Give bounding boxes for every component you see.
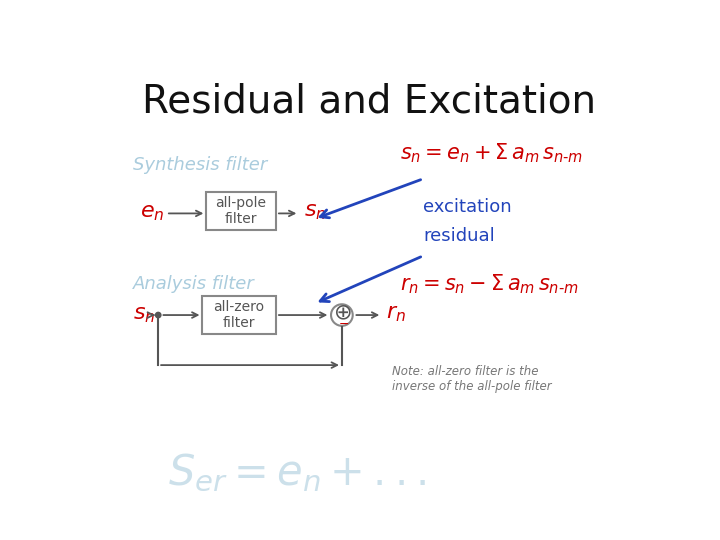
Text: $\mathit{r}_n = \mathit{s}_n - \Sigma\, \mathit{a}_m\, \mathit{s}_{n\text{-}m}$: $\mathit{r}_n = \mathit{s}_n - \Sigma\, … [400,273,579,296]
Text: $S_{er} = e_n + ...$: $S_{er} = e_n + ...$ [168,452,426,494]
Text: Synthesis filter: Synthesis filter [132,156,267,174]
Text: all-zero
filter: all-zero filter [214,300,265,330]
Text: $\mathit{s}_n$: $\mathit{s}_n$ [304,202,326,222]
Circle shape [156,312,161,318]
Text: $\mathit{r}_n$: $\mathit{r}_n$ [386,303,406,323]
Text: Note: all-zero filter is the
inverse of the all-pole filter: Note: all-zero filter is the inverse of … [392,365,552,393]
Text: Residual and Excitation: Residual and Excitation [142,83,596,121]
Text: all-pole
filter: all-pole filter [215,196,266,226]
FancyBboxPatch shape [206,192,276,231]
FancyBboxPatch shape [202,296,276,334]
Text: $\oplus$: $\oplus$ [333,303,351,323]
Text: $\mathit{s}_n$: $\mathit{s}_n$ [133,305,156,325]
Text: $\mathit{e}_n$: $\mathit{e}_n$ [140,204,164,224]
Text: excitation: excitation [423,198,512,216]
Text: Analysis filter: Analysis filter [132,275,254,293]
Text: residual: residual [423,227,495,245]
Text: $\mathit{s}_n = \mathit{e}_n + \Sigma\, \mathit{a}_m\, \mathit{s}_{n\text{-}m}$: $\mathit{s}_n = \mathit{e}_n + \Sigma\, … [400,141,583,165]
Circle shape [331,304,353,326]
Text: $-$: $-$ [338,317,349,330]
